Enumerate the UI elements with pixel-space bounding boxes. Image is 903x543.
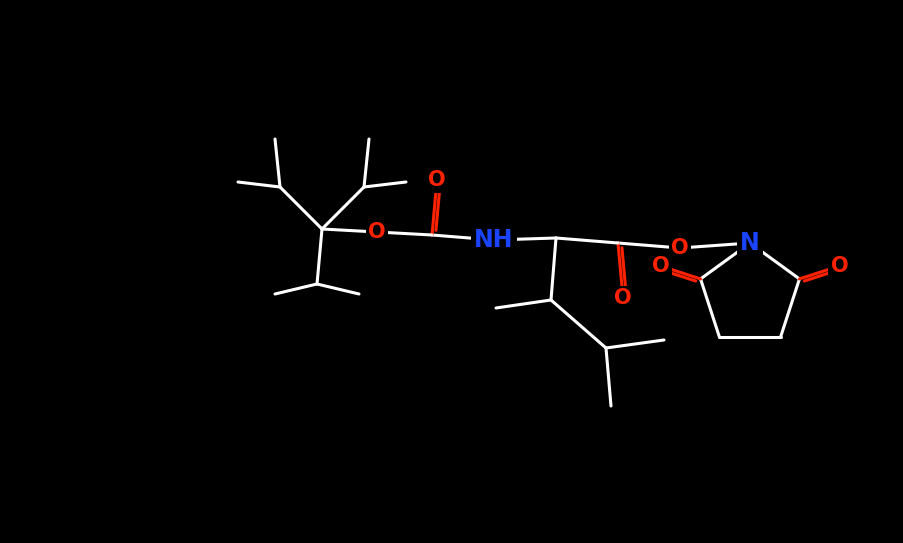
Text: O: O <box>670 238 688 258</box>
Text: O: O <box>651 256 669 276</box>
Text: O: O <box>830 256 847 276</box>
Text: O: O <box>368 222 386 242</box>
Text: N: N <box>740 231 759 255</box>
Text: NH: NH <box>474 228 513 252</box>
Text: O: O <box>613 288 631 308</box>
Text: O: O <box>428 170 445 190</box>
